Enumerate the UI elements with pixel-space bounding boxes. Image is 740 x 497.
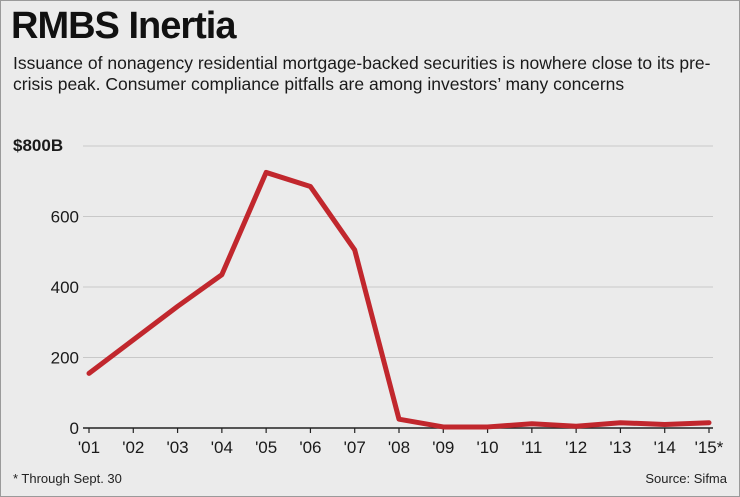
x-tick-label: '15* xyxy=(695,438,724,457)
x-tick-label: '03 xyxy=(166,438,188,457)
chart-subtitle: Issuance of nonagency residential mortga… xyxy=(13,53,711,94)
x-tick-label: '08 xyxy=(388,438,410,457)
x-tick-label: '12 xyxy=(565,438,587,457)
y-tick-label: 0 xyxy=(70,419,79,438)
x-tick-label: '01 xyxy=(78,438,100,457)
y-tick-label: 600 xyxy=(51,208,79,227)
x-tick-label: '11 xyxy=(521,438,542,457)
x-tick-label: '06 xyxy=(299,438,321,457)
x-tick-label: '04 xyxy=(211,438,233,457)
y-tick-label: 400 xyxy=(51,278,79,297)
x-tick-label: '05 xyxy=(255,438,277,457)
y-tick-label-top: $800B xyxy=(13,136,64,155)
x-tick-label: '09 xyxy=(432,438,454,457)
x-tick-label: '13 xyxy=(609,438,631,457)
source-note: Source: Sifma xyxy=(645,471,727,486)
footnote: * Through Sept. 30 xyxy=(13,471,122,486)
x-tick-label: '14 xyxy=(654,438,676,457)
x-tick-label: '02 xyxy=(122,438,144,457)
x-tick-label: '10 xyxy=(476,438,498,457)
chart-title: RMBS Inertia xyxy=(11,5,236,47)
y-tick-label: 200 xyxy=(51,349,79,368)
x-tick-label: '07 xyxy=(344,438,366,457)
series-line xyxy=(86,169,712,430)
